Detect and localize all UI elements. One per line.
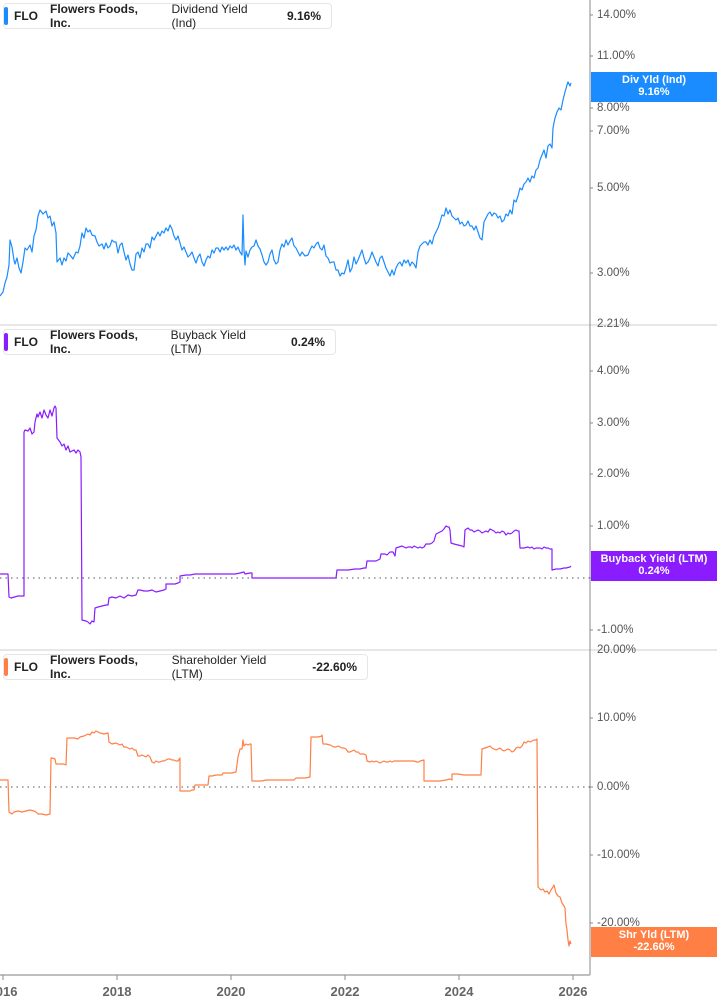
legend-value: 9.16% xyxy=(286,9,321,23)
y-tick-label: 0.00% xyxy=(597,781,630,793)
tag-title: Buyback Yield (LTM) xyxy=(600,553,708,565)
y-tick-label: 20.00% xyxy=(597,644,637,656)
y-tick-label: 4.00% xyxy=(597,365,630,377)
dividend-yield-line xyxy=(0,81,572,297)
tag-value: 9.16% xyxy=(638,86,670,98)
legend-shareholder-yield: FLO Flowers Foods, Inc. Shareholder Yiel… xyxy=(3,653,368,681)
y-tick-label: 3.00% xyxy=(597,417,630,429)
y-tick-label: -10.00% xyxy=(597,849,640,861)
y-tick-label: 5.00% xyxy=(597,182,630,194)
legend-ticker: FLO xyxy=(14,660,38,674)
last-value-tag-shareholder: Shr Yld (LTM) -22.60% xyxy=(591,927,717,957)
y-tick-label: 2.00% xyxy=(597,468,630,480)
legend-metric: Dividend Yield (Ind) xyxy=(171,2,248,30)
series-color-indicator xyxy=(4,658,8,676)
tag-value: 0.24% xyxy=(638,565,670,577)
x-tick-label: 2022 xyxy=(330,984,360,999)
tag-value: -22.60% xyxy=(633,941,675,953)
last-value-tag-buyback: Buyback Yield (LTM) 0.24% xyxy=(591,551,717,581)
x-tick-label: 2026 xyxy=(558,984,588,999)
legend-ticker: FLO xyxy=(14,9,38,23)
y-tick-label: 3.00% xyxy=(597,267,630,279)
buyback-yield-line xyxy=(0,405,572,625)
y-tick-label: 1.00% xyxy=(597,520,630,532)
legend-value: 0.24% xyxy=(290,335,325,349)
legend-company: Flowers Foods, Inc. xyxy=(50,653,139,681)
y-tick-label: 2.21% xyxy=(597,318,630,330)
legend-ticker: FLO xyxy=(14,335,38,349)
legend-metric: Shareholder Yield (LTM) xyxy=(171,653,267,681)
y-tick-label: 10.00% xyxy=(597,712,637,724)
last-value-tag-dividend: Div Yld (Ind) 9.16% xyxy=(591,72,717,102)
series-color-indicator xyxy=(4,7,8,25)
y-tick-label: 7.00% xyxy=(597,125,630,137)
y-tick-label: 14.00% xyxy=(597,9,637,21)
shareholder-yield-line xyxy=(0,730,572,947)
legend-value: -22.60% xyxy=(312,660,357,674)
legend-dividend-yield: FLO Flowers Foods, Inc. Dividend Yield (… xyxy=(3,2,332,30)
legend-company: Flowers Foods, Inc. xyxy=(50,328,139,356)
tag-title: Shr Yld (LTM) xyxy=(618,929,690,941)
tag-title: Div Yld (Ind) xyxy=(622,74,686,86)
x-tick-label: 2016 xyxy=(0,984,18,999)
y-tick-label: -20.00% xyxy=(597,917,640,929)
x-axis-ticks xyxy=(2,975,574,980)
y-axis-ticks xyxy=(590,14,593,924)
y-tick-label: 11.00% xyxy=(597,50,636,62)
legend-buyback-yield: FLO Flowers Foods, Inc. Buyback Yield (L… xyxy=(3,328,336,356)
x-tick-label: 2020 xyxy=(216,984,246,999)
legend-company: Flowers Foods, Inc. xyxy=(50,2,139,30)
y-tick-label: -1.00% xyxy=(597,624,634,636)
series-color-indicator xyxy=(4,333,8,351)
x-tick-label: 2018 xyxy=(102,984,132,999)
x-tick-label: 2024 xyxy=(444,984,474,999)
y-tick-label: 8.00% xyxy=(597,102,630,114)
legend-metric: Buyback Yield (LTM) xyxy=(170,328,246,356)
